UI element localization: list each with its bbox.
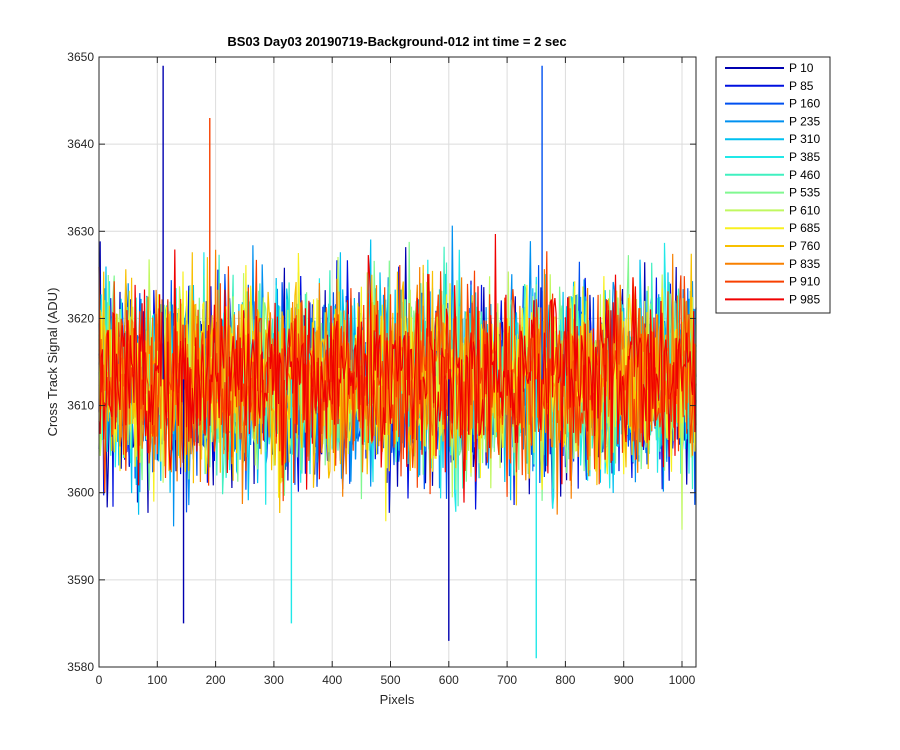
x-axis-ticks: 0 100 200 300 400 500 600 700 800 900 1000 bbox=[96, 57, 696, 687]
legend-label: P 10 bbox=[789, 61, 814, 75]
y-tick-label: 3650 bbox=[67, 50, 94, 64]
y-tick-label: 3600 bbox=[67, 486, 94, 500]
y-tick-label: 3630 bbox=[67, 224, 94, 238]
legend-label: P 835 bbox=[789, 257, 820, 271]
legend-box bbox=[715, 56, 831, 314]
legend: P 10 P 85 P 160 P 235 P 310 P 385 P 460 P 535 P … bbox=[715, 56, 831, 314]
legend-label: P 910 bbox=[789, 275, 820, 289]
y-tick-label: 3620 bbox=[67, 311, 94, 325]
x-tick-label: 1000 bbox=[669, 673, 696, 687]
x-tick-label: 900 bbox=[614, 673, 634, 687]
chart-title: BS03 Day03 20190719-Background-012 int t… bbox=[227, 34, 566, 49]
legend-label: P 235 bbox=[789, 114, 820, 128]
legend-label: P 685 bbox=[789, 221, 820, 235]
legend-label: P 760 bbox=[789, 239, 820, 253]
legend-label: P 610 bbox=[789, 203, 820, 217]
legend-label: P 460 bbox=[789, 168, 820, 182]
legend-label: P 160 bbox=[789, 97, 820, 111]
x-tick-label: 300 bbox=[264, 673, 284, 687]
legend-label: P 385 bbox=[789, 150, 820, 164]
plot-border bbox=[98, 56, 697, 668]
x-tick-label: 200 bbox=[206, 673, 226, 687]
x-tick-label: 700 bbox=[497, 673, 517, 687]
y-axis-label: Cross Track Signal (ADU) bbox=[45, 288, 60, 437]
x-tick-label: 500 bbox=[380, 673, 400, 687]
y-tick-label: 3640 bbox=[67, 137, 94, 151]
x-tick-label: 0 bbox=[96, 673, 103, 687]
y-tick-label: 3610 bbox=[67, 399, 94, 413]
legend-label: P 535 bbox=[789, 186, 820, 200]
y-tick-label: 3580 bbox=[67, 660, 94, 674]
y-axis-ticks: 3580 3590 3600 3610 3620 3630 3640 3650 bbox=[67, 50, 696, 674]
series-line-p-985 bbox=[98, 233, 697, 503]
x-axis-label: Pixels bbox=[380, 692, 415, 707]
series-layer bbox=[98, 65, 697, 659]
x-tick-label: 400 bbox=[322, 673, 342, 687]
legend-label: P 985 bbox=[789, 292, 820, 306]
x-tick-label: 100 bbox=[147, 673, 167, 687]
y-tick-label: 3590 bbox=[67, 573, 94, 587]
x-tick-label: 800 bbox=[555, 673, 575, 687]
legend-label: P 85 bbox=[789, 79, 814, 93]
x-tick-label: 600 bbox=[439, 673, 459, 687]
legend-label: P 310 bbox=[789, 132, 820, 146]
